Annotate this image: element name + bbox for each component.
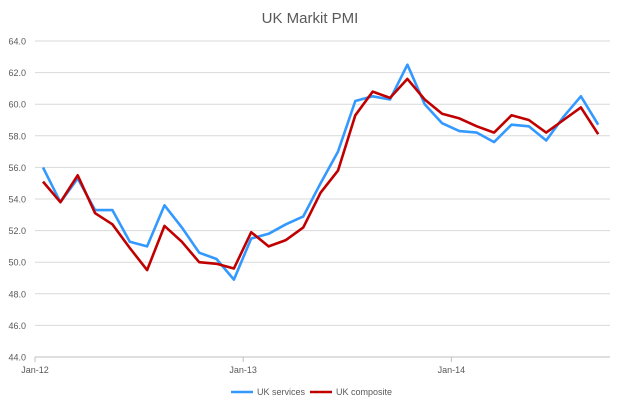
y-tick-label: 52.0 [8, 226, 26, 236]
y-tick-label: 50.0 [8, 258, 26, 268]
x-tick-label: Jan-14 [438, 365, 466, 375]
y-tick-label: 58.0 [8, 131, 26, 141]
x-tick-label: Jan-13 [229, 365, 257, 375]
y-tick-label: 62.0 [8, 68, 26, 78]
series-line-uk-composite [42, 77, 600, 272]
gridlines [35, 40, 610, 358]
y-tick-label: 44.0 [8, 353, 26, 363]
series-line-uk-services [41, 63, 600, 281]
y-tick-label: 46.0 [8, 321, 26, 331]
legend-item: UK services [231, 387, 306, 397]
legend-label: UK services [257, 387, 306, 397]
y-tick-label: 56.0 [8, 163, 26, 173]
y-tick-label: 48.0 [8, 289, 26, 299]
y-axis-ticks: 44.0 46.0 48.0 50.0 52.0 54.0 56.0 58.0 60.0 62.0… [8, 37, 26, 363]
x-tick-label: Jan-12 [21, 365, 49, 375]
x-axis-ticks: Jan-12 Jan-13 Jan-14 [21, 357, 465, 375]
y-tick-label: 64.0 [8, 37, 26, 47]
chart-title: UK Markit PMI [262, 10, 359, 27]
y-tick-label: 60.0 [8, 100, 26, 110]
legend: UK services UK composite [231, 387, 392, 397]
legend-label: UK composite [336, 387, 392, 397]
y-tick-label: 54.0 [8, 195, 26, 205]
legend-item: UK composite [310, 387, 392, 397]
series-lines [41, 63, 600, 281]
